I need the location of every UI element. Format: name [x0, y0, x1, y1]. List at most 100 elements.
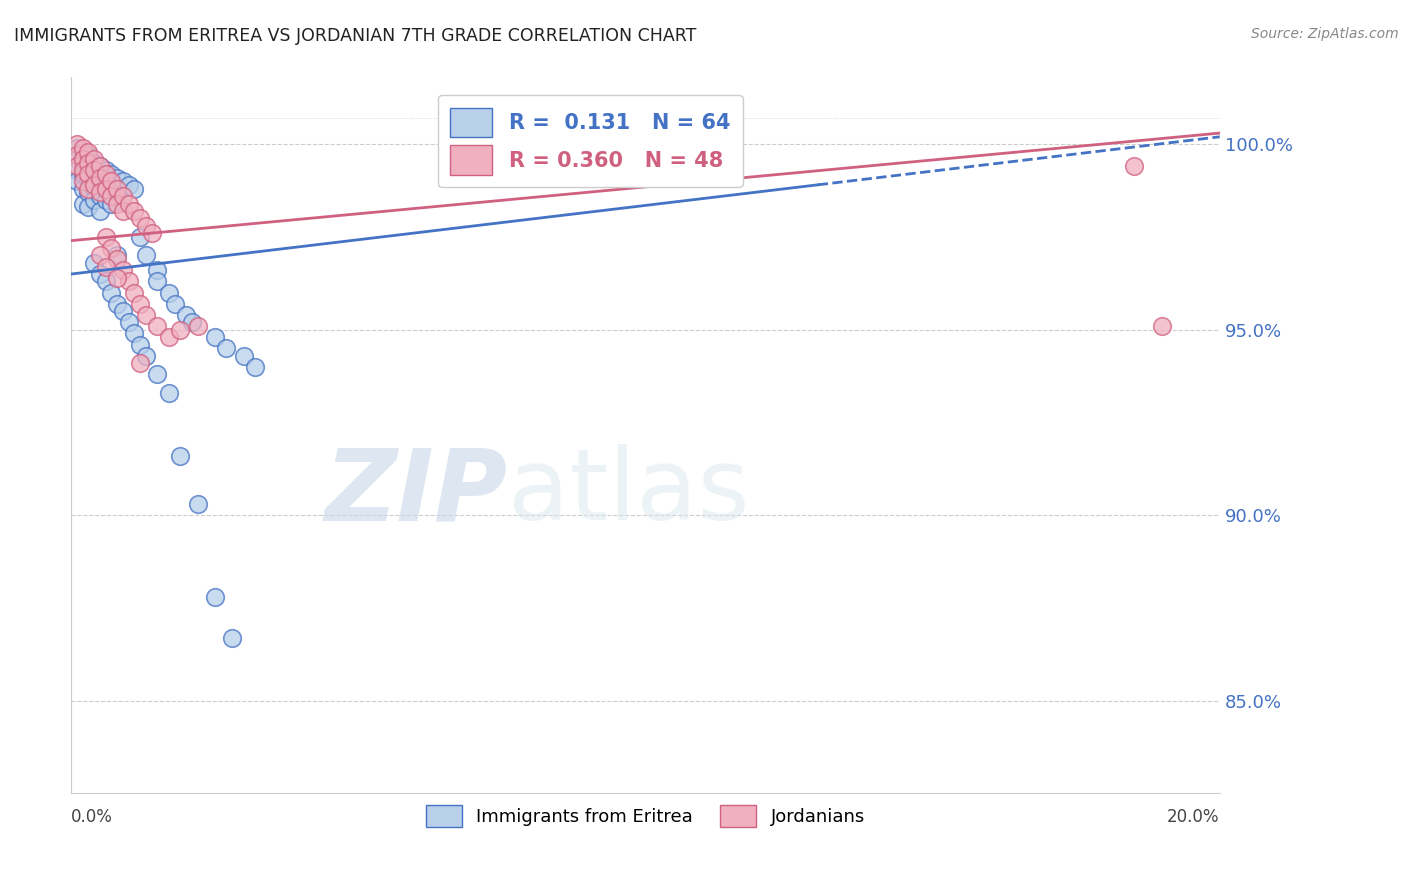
- Point: [124, 326, 146, 341]
- Point: [94, 193, 117, 207]
- Point: [141, 226, 163, 240]
- Point: [135, 308, 157, 322]
- Point: [94, 275, 117, 289]
- Point: [129, 230, 152, 244]
- Text: atlas: atlas: [508, 444, 749, 541]
- Point: [129, 296, 152, 310]
- Point: [100, 196, 122, 211]
- Point: [129, 356, 152, 370]
- Point: [135, 248, 157, 262]
- Point: [135, 219, 157, 233]
- Point: [83, 182, 105, 196]
- Point: [77, 145, 100, 159]
- Point: [215, 341, 238, 355]
- Point: [124, 182, 146, 196]
- Point: [72, 155, 94, 169]
- Point: [100, 189, 122, 203]
- Point: [77, 186, 100, 200]
- Point: [221, 631, 243, 645]
- Point: [94, 182, 117, 196]
- Point: [105, 170, 128, 185]
- Point: [105, 248, 128, 262]
- Point: [105, 296, 128, 310]
- Point: [89, 170, 111, 185]
- Point: [105, 196, 128, 211]
- Point: [129, 337, 152, 351]
- Point: [89, 160, 111, 174]
- Point: [77, 160, 100, 174]
- Point: [83, 152, 105, 166]
- Point: [89, 186, 111, 200]
- Text: 0.0%: 0.0%: [72, 808, 112, 826]
- Point: [111, 204, 134, 219]
- Point: [105, 270, 128, 285]
- Point: [146, 318, 169, 333]
- Point: [83, 256, 105, 270]
- Point: [83, 163, 105, 178]
- Point: [163, 296, 186, 310]
- Point: [105, 186, 128, 200]
- Point: [100, 174, 122, 188]
- Point: [66, 152, 89, 166]
- Point: [89, 160, 111, 174]
- Point: [157, 285, 180, 300]
- Point: [146, 367, 169, 381]
- Point: [72, 145, 94, 159]
- Point: [72, 152, 94, 166]
- Point: [204, 330, 226, 344]
- Point: [111, 263, 134, 277]
- Point: [124, 204, 146, 219]
- Point: [72, 141, 94, 155]
- Point: [187, 318, 209, 333]
- Point: [89, 174, 111, 188]
- Text: 20.0%: 20.0%: [1167, 808, 1220, 826]
- Point: [77, 170, 100, 185]
- Point: [72, 196, 94, 211]
- Point: [77, 148, 100, 162]
- Point: [77, 167, 100, 181]
- Point: [66, 163, 89, 178]
- Point: [66, 160, 89, 174]
- Point: [111, 174, 134, 188]
- Point: [77, 182, 100, 196]
- Point: [89, 189, 111, 203]
- Point: [94, 260, 117, 274]
- Point: [187, 497, 209, 511]
- Point: [100, 167, 122, 181]
- Point: [89, 248, 111, 262]
- Point: [111, 189, 134, 203]
- Point: [157, 385, 180, 400]
- Point: [100, 241, 122, 255]
- Point: [72, 167, 94, 181]
- Point: [72, 182, 94, 196]
- Point: [1122, 160, 1144, 174]
- Point: [77, 200, 100, 214]
- Point: [105, 182, 128, 196]
- Point: [66, 141, 89, 155]
- Point: [83, 178, 105, 192]
- Point: [174, 308, 197, 322]
- Point: [66, 137, 89, 152]
- Point: [100, 285, 122, 300]
- Point: [100, 182, 122, 196]
- Point: [135, 349, 157, 363]
- Point: [72, 174, 94, 188]
- Point: [118, 178, 141, 192]
- Point: [66, 174, 89, 188]
- Point: [118, 315, 141, 329]
- Point: [94, 178, 117, 192]
- Point: [1152, 318, 1174, 333]
- Point: [89, 267, 111, 281]
- Text: IMMIGRANTS FROM ERITREA VS JORDANIAN 7TH GRADE CORRELATION CHART: IMMIGRANTS FROM ERITREA VS JORDANIAN 7TH…: [14, 27, 696, 45]
- Point: [169, 449, 191, 463]
- Point: [72, 163, 94, 178]
- Point: [83, 167, 105, 181]
- Point: [204, 590, 226, 604]
- Point: [111, 304, 134, 318]
- Point: [94, 167, 117, 181]
- Point: [157, 330, 180, 344]
- Point: [83, 155, 105, 169]
- Point: [66, 148, 89, 162]
- Point: [118, 196, 141, 211]
- Point: [89, 204, 111, 219]
